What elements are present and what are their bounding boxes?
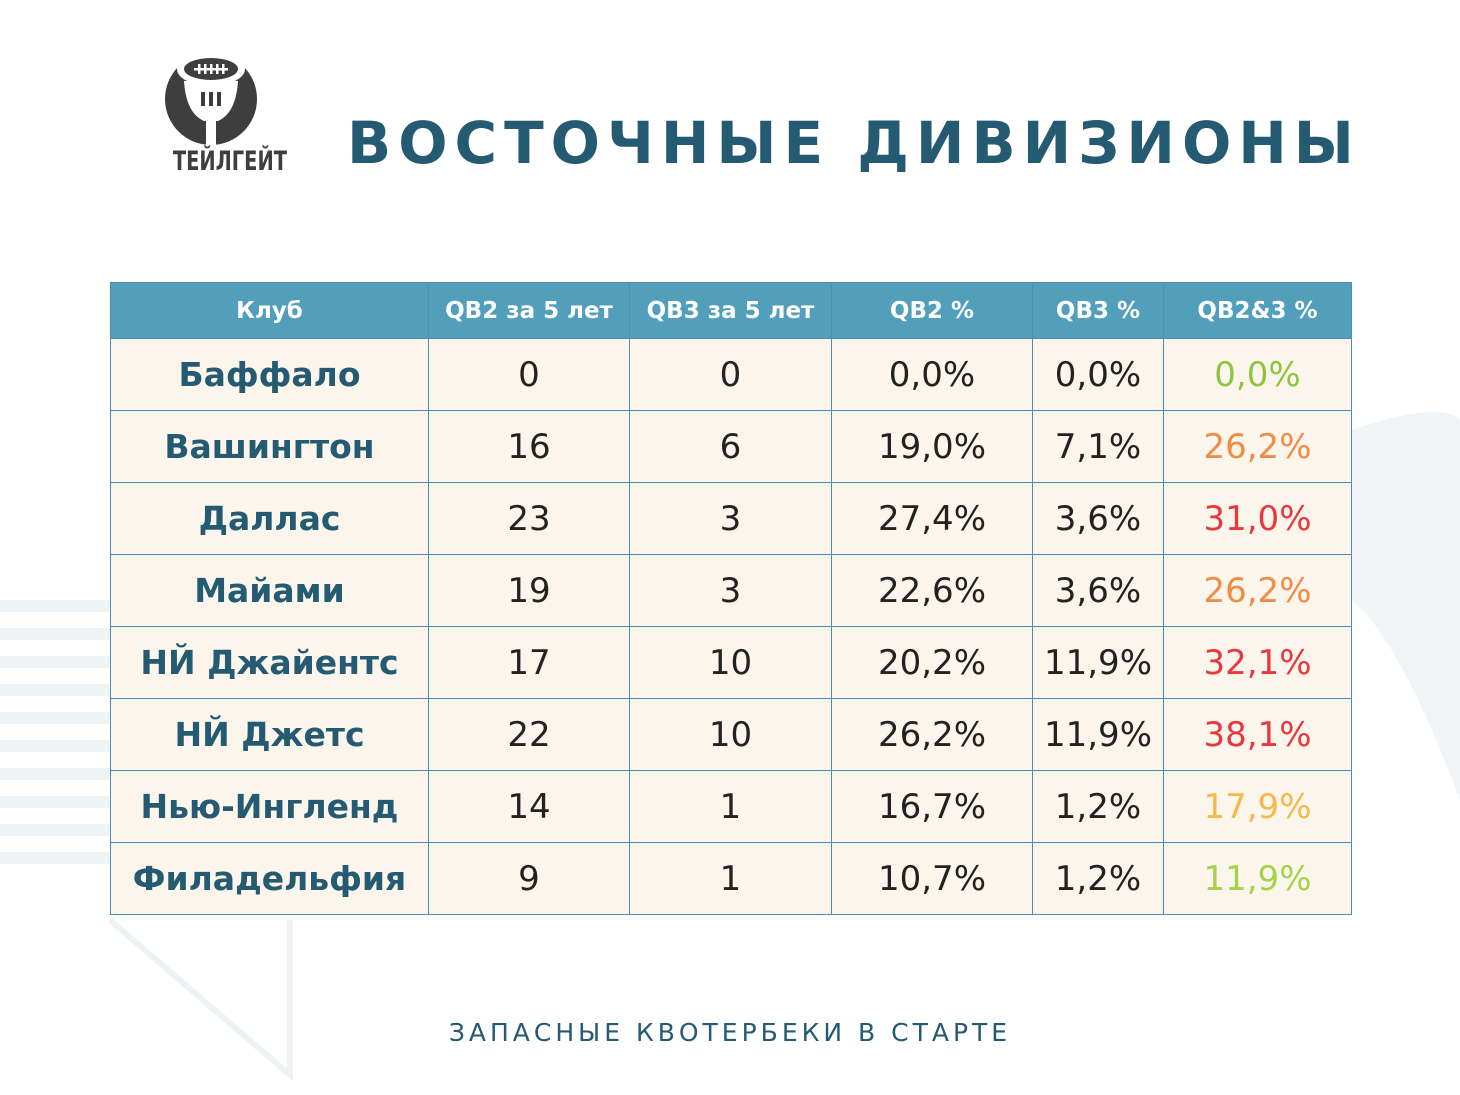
table-row: Майами 19 3 22,6% 3,6% 26,2% bbox=[110, 554, 1352, 627]
qb3-pct-cell: 11,9% bbox=[1032, 698, 1164, 771]
table-row: НЙ Джетс 22 10 26,2% 11,9% 38,1% bbox=[110, 698, 1352, 771]
table-row: Нью-Ингленд 14 1 16,7% 1,2% 17,9% bbox=[110, 770, 1352, 843]
qb3-pct-cell: 1,2% bbox=[1032, 770, 1164, 843]
qb2-count-cell: 22 bbox=[428, 698, 630, 771]
qb2-count-cell: 23 bbox=[428, 482, 630, 555]
club-cell: Нью-Ингленд bbox=[110, 770, 429, 843]
club-cell: Майами bbox=[110, 554, 429, 627]
qb3-count-cell: 1 bbox=[629, 770, 832, 843]
table-row: НЙ Джайентс 17 10 20,2% 11,9% 32,1% bbox=[110, 626, 1352, 699]
table-header-row: Клуб QB2 за 5 лет QB3 за 5 лет QB2 % QB3… bbox=[110, 282, 1352, 339]
table-row: Даллас 23 3 27,4% 3,6% 31,0% bbox=[110, 482, 1352, 555]
club-cell: НЙ Джетс bbox=[110, 698, 429, 771]
qb23-pct-cell: 26,2% bbox=[1163, 410, 1352, 483]
club-cell: Вашингтон bbox=[110, 410, 429, 483]
table-row: Баффало 0 0 0,0% 0,0% 0,0% bbox=[110, 338, 1352, 411]
header-qb2-pct: QB2 % bbox=[831, 282, 1033, 339]
qb2-pct-cell: 26,2% bbox=[831, 698, 1033, 771]
header-qb2-count: QB2 за 5 лет bbox=[428, 282, 630, 339]
qb3-pct-cell: 3,6% bbox=[1032, 554, 1164, 627]
qb23-pct-cell: 26,2% bbox=[1163, 554, 1352, 627]
footer-caption: ЗАПАСНЫЕ КВОТЕРБЕКИ В СТАРТЕ bbox=[448, 1018, 1012, 1047]
club-cell: Филадельфия bbox=[110, 842, 429, 915]
table-row: Вашингтон 16 6 19,0% 7,1% 26,2% bbox=[110, 410, 1352, 483]
page-title: ВОСТОЧНЫЕ ДИВИЗИОНЫ bbox=[347, 109, 1361, 177]
header-qb3-count: QB3 за 5 лет bbox=[629, 282, 832, 339]
qb2-pct-cell: 20,2% bbox=[831, 626, 1033, 699]
header-club: Клуб bbox=[110, 282, 429, 339]
qb3-pct-cell: 7,1% bbox=[1032, 410, 1164, 483]
tailgate-logo: ТЕЙЛГЕЙТ bbox=[158, 45, 287, 185]
qb3-count-cell: 3 bbox=[629, 554, 832, 627]
club-cell: НЙ Джайентс bbox=[110, 626, 429, 699]
table-row: Филадельфия 9 1 10,7% 1,2% 11,9% bbox=[110, 842, 1352, 915]
header-qb3-pct: QB3 % bbox=[1032, 282, 1164, 339]
club-cell: Баффало bbox=[110, 338, 429, 411]
qb23-pct-cell: 0,0% bbox=[1163, 338, 1352, 411]
qb3-pct-cell: 3,6% bbox=[1032, 482, 1164, 555]
qb2-count-cell: 19 bbox=[428, 554, 630, 627]
qb3-count-cell: 10 bbox=[629, 626, 832, 699]
qb3-pct-cell: 1,2% bbox=[1032, 842, 1164, 915]
qb23-pct-cell: 32,1% bbox=[1163, 626, 1352, 699]
qb3-count-cell: 10 bbox=[629, 698, 832, 771]
qb2-pct-cell: 27,4% bbox=[831, 482, 1033, 555]
qb2-pct-cell: 19,0% bbox=[831, 410, 1033, 483]
qb2-count-cell: 16 bbox=[428, 410, 630, 483]
qb23-pct-cell: 31,0% bbox=[1163, 482, 1352, 555]
football-grill-icon bbox=[165, 52, 257, 145]
qb2-count-cell: 9 bbox=[428, 842, 630, 915]
qb3-pct-cell: 11,9% bbox=[1032, 626, 1164, 699]
qb3-count-cell: 3 bbox=[629, 482, 832, 555]
qb2-pct-cell: 0,0% bbox=[831, 338, 1033, 411]
qb3-count-cell: 1 bbox=[629, 842, 832, 915]
header-qb23-pct: QB2&3 % bbox=[1163, 282, 1352, 339]
qb3-pct-cell: 0,0% bbox=[1032, 338, 1164, 411]
qb2-count-cell: 14 bbox=[428, 770, 630, 843]
qb2-pct-cell: 22,6% bbox=[831, 554, 1033, 627]
qb2-count-cell: 17 bbox=[428, 626, 630, 699]
qb2-count-cell: 0 bbox=[428, 338, 630, 411]
qb3-count-cell: 6 bbox=[629, 410, 832, 483]
qb2-pct-cell: 16,7% bbox=[831, 770, 1033, 843]
qb23-pct-cell: 38,1% bbox=[1163, 698, 1352, 771]
qb23-pct-cell: 17,9% bbox=[1163, 770, 1352, 843]
logo-text: ТЕЙЛГЕЙТ bbox=[172, 146, 287, 177]
qb3-count-cell: 0 bbox=[629, 338, 832, 411]
qb23-pct-cell: 11,9% bbox=[1163, 842, 1352, 915]
qb-stats-table: Клуб QB2 за 5 лет QB3 за 5 лет QB2 % QB3… bbox=[110, 282, 1352, 915]
qb2-pct-cell: 10,7% bbox=[831, 842, 1033, 915]
club-cell: Даллас bbox=[110, 482, 429, 555]
